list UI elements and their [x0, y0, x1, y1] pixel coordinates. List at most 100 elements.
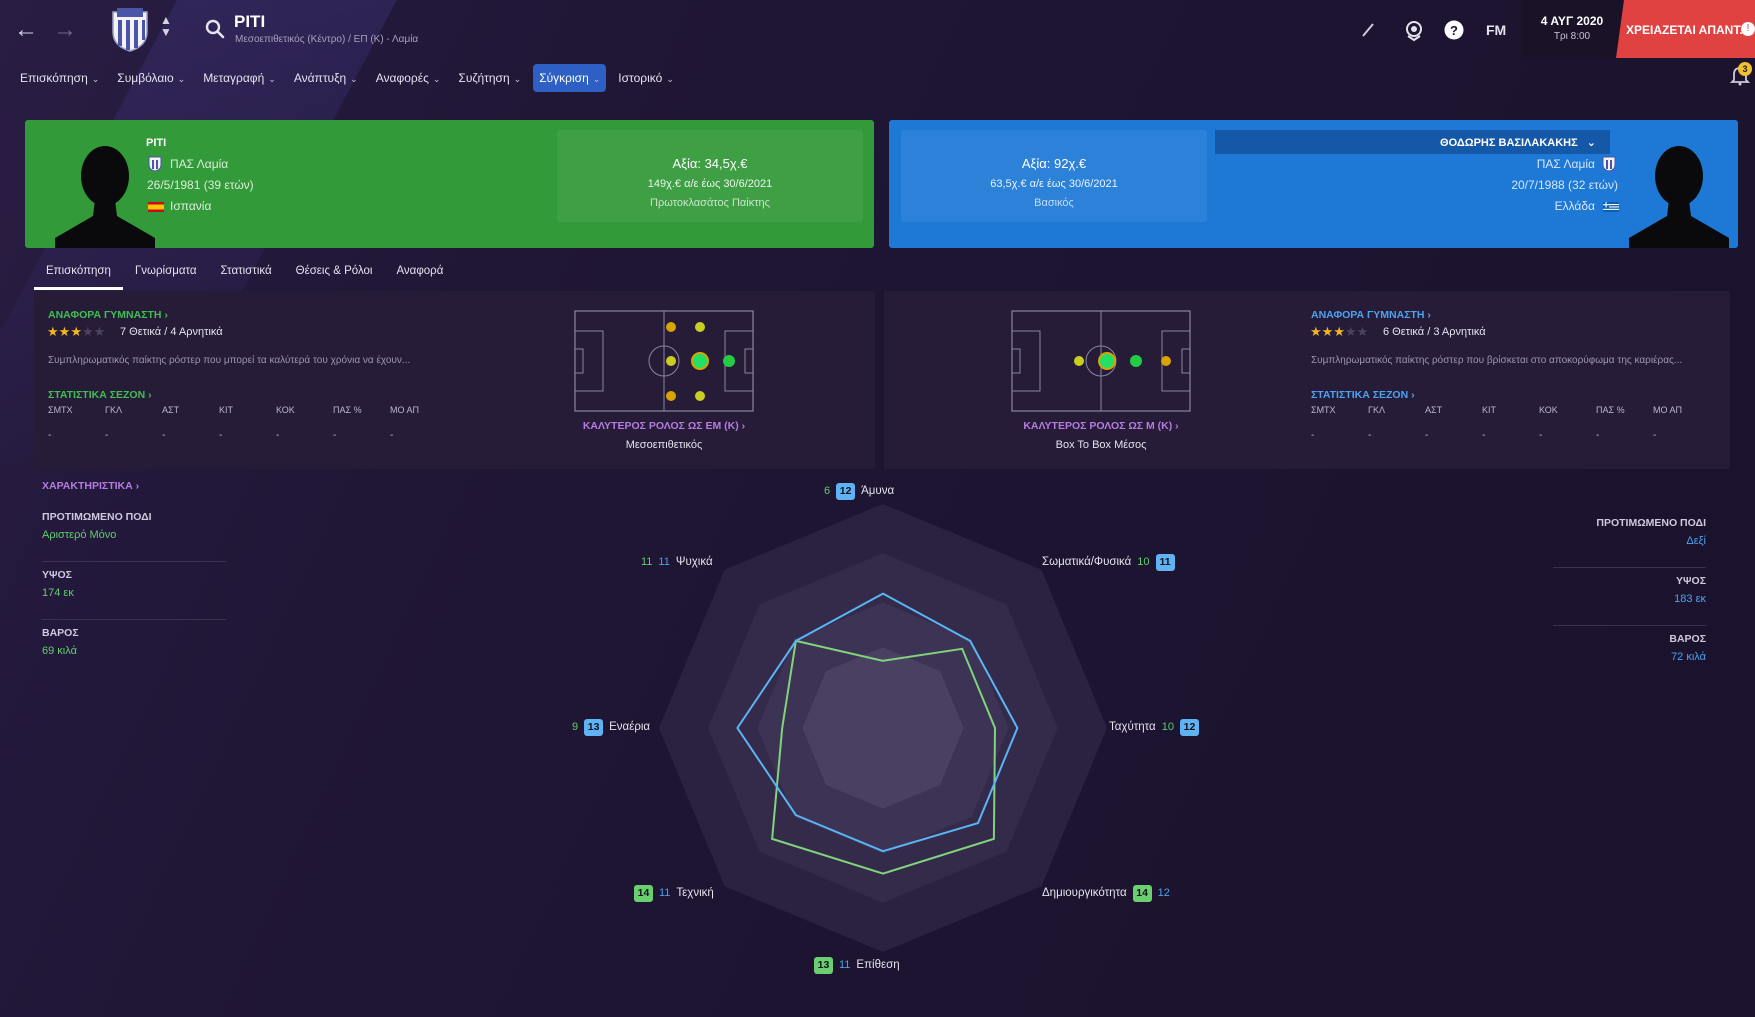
menu-item[interactable]: Ιστορικό ⌄	[612, 64, 680, 92]
club-crest-icon[interactable]	[111, 6, 149, 52]
forward-arrow-icon[interactable]: →	[53, 16, 77, 43]
fm-brand-button[interactable]: FM	[1486, 22, 1507, 38]
right-position-pitch[interactable]	[1011, 310, 1191, 412]
left-report-title-text: ΑΝΑΦΟΡΑ ΓΥΜΝΑΣΤΗ	[48, 309, 162, 321]
radar-right-value-technique: 11	[659, 887, 671, 899]
menu-item-label: Σύγκριση	[539, 71, 589, 85]
svg-text:?: ?	[1450, 23, 1458, 38]
stat-header: ΓΚΛ	[1368, 405, 1385, 415]
radar-axis-creativity: Δημιουργικότητα	[1042, 887, 1127, 899]
left-player-status: Πρωτοκλασάτος Παίκτης	[650, 197, 770, 209]
radar-label-mental: 11 11 Ψυχικά	[641, 553, 713, 571]
radar-right-value-speed: 12	[1179, 718, 1199, 736]
notifications-badge: 3	[1738, 62, 1752, 76]
left-divider	[42, 561, 226, 562]
continue-alert-button[interactable]: ΧΡΕΙΑΖΕΤΑΙ ΑΠΑΝΤ...	[1616, 0, 1755, 58]
right-divider	[1553, 567, 1706, 568]
radar-axis-attack: Επίθεση	[856, 959, 900, 971]
edit-pencil-icon[interactable]	[1360, 18, 1376, 42]
left-player-dob: 26/5/1981 (39 ετών)	[147, 178, 254, 192]
menu-item[interactable]: Συζήτηση ⌄	[452, 64, 527, 92]
radar-series-right-player	[736, 592, 1019, 853]
menu-item[interactable]: Συμβόλαιο ⌄	[111, 64, 191, 92]
star-icon: ★	[58, 324, 71, 339]
menu-item[interactable]: Ανάπτυξη ⌄	[288, 64, 364, 92]
menu-item[interactable]: Αναφορές ⌄	[370, 64, 447, 92]
menu-item[interactable]: Μεταγραφή ⌄	[197, 64, 282, 92]
subtab[interactable]: Επισκόπηση	[34, 260, 123, 290]
menu-item-label: Συμβόλαιο	[117, 71, 174, 85]
left-season-title[interactable]: ΣΤΑΤΙΣΤΙΚΑ ΣΕΖΟΝ ›	[48, 389, 152, 401]
stat-value: -	[1482, 430, 1486, 441]
search-icon[interactable]	[204, 18, 226, 40]
help-icon[interactable]: ?	[1443, 18, 1465, 42]
attribute-radar-chart	[659, 504, 1107, 952]
left-position-pitch[interactable]	[574, 310, 754, 412]
alert-label: ΧΡΕΙΑΖΕΤΑΙ ΑΠΑΝΤ...	[1626, 23, 1750, 37]
left-player-club[interactable]: ΠΑΣ Λαμία	[170, 157, 229, 171]
greece-flag-icon	[1603, 202, 1619, 212]
chevron-down-icon: ⌄	[592, 74, 601, 84]
right-player-club[interactable]: ΠΑΣ Λαμία	[1536, 157, 1595, 171]
attributes-title[interactable]: ΧΑΡΑΚΤΗΡΙΣΤΙΚΑ ›	[42, 480, 140, 492]
radar-label-defence: 6 12 Άμυνα	[824, 482, 894, 500]
right-best-role-title[interactable]: ΚΑΛΥΤΕΡΟΣ ΡΟΛΟΣ ΩΣ Μ (Κ) ›	[1023, 420, 1179, 432]
right-description: Συμπληρωματικός παίκτης ρόστερ που βρίσκ…	[1311, 355, 1683, 366]
star-icon: ★	[1321, 324, 1334, 339]
star-icon: ★	[1356, 324, 1369, 339]
right-player-photo	[1629, 146, 1729, 248]
menu-item-label: Επισκόπηση	[20, 71, 88, 85]
right-season-title[interactable]: ΣΤΑΤΙΣΤΙΚΑ ΣΕΖΟΝ ›	[1311, 389, 1415, 401]
left-overview-panel: ΑΝΑΦΟΡΑ ΓΥΜΝΑΣΤΗ › ★★★★★ 7 Θετικά / 4 Αρ…	[34, 291, 875, 469]
stat-header: ΑΣΤ	[162, 405, 180, 415]
right-report-title[interactable]: ΑΝΑΦΟΡΑ ΓΥΜΝΑΣΤΗ ›	[1311, 309, 1431, 321]
left-player-nationality[interactable]: Ισπανία	[170, 199, 212, 213]
stat-value: -	[162, 430, 166, 441]
right-player-wage: 63,5χ.€ α/ε έως 30/6/2021	[990, 178, 1118, 190]
stat-header: ΚΟΚ	[1539, 405, 1558, 415]
compare-player-dropdown[interactable]: ΘΟΔΩΡΗΣ ΒΑΣΙΛΑΚΑΚΗΣ ⌄	[1215, 130, 1610, 154]
right-foot-label: ΠΡΟΤΙΜΩΜΕΝΟ ΠΟΔΙ	[1596, 517, 1706, 529]
radar-label-aerial: 9 13 Εναέρια	[572, 718, 650, 736]
radar-left-value-creativity: 14	[1132, 884, 1152, 902]
subtab[interactable]: Θέσεις & Ρόλοι	[295, 265, 373, 277]
radar-right-value-attack: 11	[839, 959, 851, 971]
main-menu: Επισκόπηση ⌄ Συμβόλαιο ⌄ Μεταγραφή ⌄ Ανάπτυξη ⌄…	[14, 64, 680, 92]
scouting-icon[interactable]	[1403, 18, 1425, 42]
right-player-nationality[interactable]: Ελλάδα	[1554, 199, 1595, 213]
menu-item-label: Συζήτηση	[458, 71, 510, 85]
right-divider	[1553, 625, 1706, 626]
subtab[interactable]: Αναφορά	[396, 265, 444, 277]
alert-exclamation-icon: !	[1741, 22, 1755, 36]
chevron-down-icon: ⌄	[1586, 137, 1596, 149]
game-date[interactable]: 4 ΑΥΓ 2020 Τρι 8:00	[1522, 0, 1622, 58]
left-ratings-text: 7 Θετικά / 4 Αρνητικά	[120, 326, 223, 338]
star-icon: ★	[1310, 324, 1322, 339]
left-report-title[interactable]: ΑΝΑΦΟΡΑ ΓΥΜΝΑΣΤΗ ›	[48, 309, 168, 321]
radar-left-value-speed: 10	[1161, 721, 1174, 733]
left-club-crest-icon	[148, 156, 162, 172]
time-label: Τρι 8:00	[1553, 31, 1591, 42]
left-star-rating: ★★★★★	[47, 324, 105, 340]
menu-item[interactable]: Σύγκριση ⌄	[533, 64, 607, 92]
menu-item-label: Μεταγραφή	[203, 71, 265, 85]
back-arrow-icon[interactable]: ←	[14, 16, 38, 43]
menu-item[interactable]: Επισκόπηση ⌄	[14, 64, 105, 92]
attributes-title-text: ΧΑΡΑΚΤΗΡΙΣΤΙΚΑ	[42, 480, 133, 492]
radar-left-value-attack: 13	[814, 956, 833, 974]
stat-header: ΜΟ ΑΠ	[1653, 405, 1683, 415]
subtab[interactable]: Στατιστικά	[220, 265, 272, 277]
crest-switch-chevron-icon[interactable]: ▲ ▼	[160, 13, 172, 39]
radar-left-value-aerial: 9	[572, 721, 579, 733]
right-best-role-title-text: ΚΑΛΥΤΕΡΟΣ ΡΟΛΟΣ ΩΣ Μ (Κ)	[1023, 420, 1173, 432]
right-overview-panel: ΚΑΛΥΤΕΡΟΣ ΡΟΛΟΣ ΩΣ Μ (Κ) › Box To Box Μέ…	[884, 291, 1730, 469]
left-player-photo	[55, 146, 155, 248]
stat-header: ΑΣΤ	[1425, 405, 1443, 415]
date-label: 4 ΑΥΓ 2020	[1540, 14, 1604, 28]
stat-value: -	[48, 430, 52, 441]
subtabs: Επισκόπηση Γνωρίσματα Στατιστικά Θέσεις & Ρ…	[34, 260, 455, 290]
star-icon: ★	[70, 324, 82, 339]
left-best-role-title[interactable]: ΚΑΛΥΤΕΡΟΣ ΡΟΛΟΣ ΩΣ ΕΜ (Κ) ›	[582, 420, 746, 432]
subtab[interactable]: Γνωρίσματα	[134, 265, 197, 277]
radar-right-value-aerial: 13	[584, 718, 604, 736]
